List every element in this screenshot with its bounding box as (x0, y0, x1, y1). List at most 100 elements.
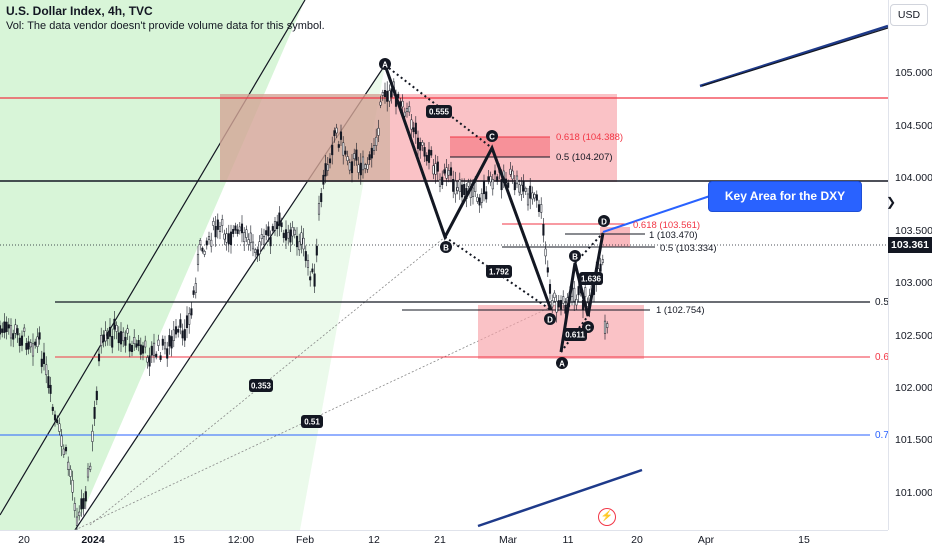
trendline-top-shadow (701, 27, 888, 87)
candle-body (313, 273, 316, 287)
symbol-title[interactable]: U.S. Dollar Index, 4h, TVC (6, 4, 153, 18)
candle-body (287, 232, 290, 239)
candle-body (117, 332, 120, 344)
ratio-line-bd (444, 236, 552, 311)
candle-body (122, 331, 125, 342)
candle-body (388, 90, 391, 102)
candle-body (324, 163, 327, 177)
candle-body (104, 330, 107, 342)
candle-body (152, 342, 156, 356)
candle-body (562, 296, 565, 304)
price-scale[interactable]: 105.000 104.500 104.000 103.500 103.000 … (888, 0, 932, 530)
candle-body (271, 226, 274, 231)
symbol-legend: U.S. Dollar Index, 4h, TVC Vol: The data… (6, 4, 325, 34)
candle-body (49, 384, 52, 394)
candle-body (507, 182, 510, 188)
candle-body (452, 179, 455, 192)
candle-body (269, 237, 272, 247)
candle-body (460, 184, 464, 198)
candle-body (218, 225, 222, 232)
candle-body (238, 226, 241, 232)
candle-body (557, 300, 560, 308)
candle-body (322, 174, 325, 185)
candle-body (97, 353, 101, 362)
candle-body (148, 355, 151, 367)
candle-body (350, 161, 354, 174)
candle-body (5, 321, 8, 332)
candle-body (225, 233, 228, 243)
lightning-icon[interactable]: ⚡ (598, 508, 616, 526)
candle-body (496, 176, 499, 182)
time-tick: 21 (434, 534, 446, 546)
candle-body (58, 423, 61, 432)
candle-body (535, 194, 538, 201)
candle-body (511, 170, 514, 180)
candle-body (584, 287, 587, 297)
candle-body (137, 340, 140, 346)
chart-canvas[interactable]: A B C D A B C D 0.555 1.792 0.611 1.636 … (0, 0, 888, 530)
candle-body (146, 357, 149, 363)
candle-body (357, 164, 360, 173)
candle-body (150, 345, 153, 356)
chevron-right-icon[interactable]: ❯ (886, 195, 897, 209)
candle-body (458, 179, 461, 192)
last-price-label: 103.361 (888, 237, 932, 253)
candle-body (203, 251, 206, 255)
candle-body (390, 88, 393, 98)
candle-body (449, 167, 453, 176)
candle-body (40, 358, 43, 367)
candle-body (199, 240, 202, 245)
candle-body (12, 333, 15, 340)
candle-body (194, 283, 197, 293)
ratio-1636: 1.636 (581, 275, 602, 284)
candle-body (181, 330, 184, 339)
candle-body (513, 182, 516, 191)
candle-body (518, 184, 521, 193)
c-target-zone (450, 137, 550, 157)
candle-body (485, 191, 488, 200)
candle-body (254, 249, 257, 253)
candle-body (489, 176, 492, 183)
candle-body (60, 435, 63, 447)
candle-body (454, 181, 457, 195)
candle-body (221, 219, 224, 226)
candle-body (537, 204, 541, 212)
candle-body (113, 318, 116, 330)
candle-body (344, 150, 347, 155)
fib-label-1-small: 1 (103.470) (649, 230, 698, 241)
candle-body (317, 203, 321, 215)
time-tick: 2024 (81, 534, 105, 546)
time-tick: 15 (173, 534, 185, 546)
candle-body (53, 414, 57, 421)
candle-body (320, 193, 323, 203)
candle-body (383, 90, 387, 98)
candle-body (386, 90, 389, 102)
candle-body (425, 154, 428, 162)
candle-body (438, 179, 442, 187)
candle-body (207, 236, 211, 240)
candle-body (436, 161, 439, 172)
candle-body (328, 158, 332, 164)
candle-body (223, 233, 226, 240)
currency-button[interactable]: USD (890, 4, 928, 26)
candle-body (302, 237, 305, 250)
candle-body (456, 187, 459, 191)
candle-body (315, 245, 318, 256)
candle-body (476, 197, 479, 202)
candle-body (544, 248, 547, 257)
candle-body (159, 355, 162, 360)
candle-body (278, 212, 281, 226)
fib-label-05-small: 0.5 (103.334) (660, 243, 717, 254)
candle-body (601, 259, 604, 263)
price-tick: 102.500 (895, 330, 932, 342)
time-tick: 11 (562, 534, 574, 546)
candle-body (339, 131, 343, 140)
time-axis[interactable]: 20 2024 15 12:00 Feb 12 21 Mar 11 20 Apr… (0, 530, 888, 551)
supply-zone-overlap (220, 94, 390, 182)
candle-body (229, 231, 233, 246)
key-area-callout[interactable]: Key Area for the DXY (708, 181, 862, 212)
candle-body (430, 150, 433, 156)
time-tick: 20 (18, 534, 30, 546)
candle-body (130, 345, 134, 352)
